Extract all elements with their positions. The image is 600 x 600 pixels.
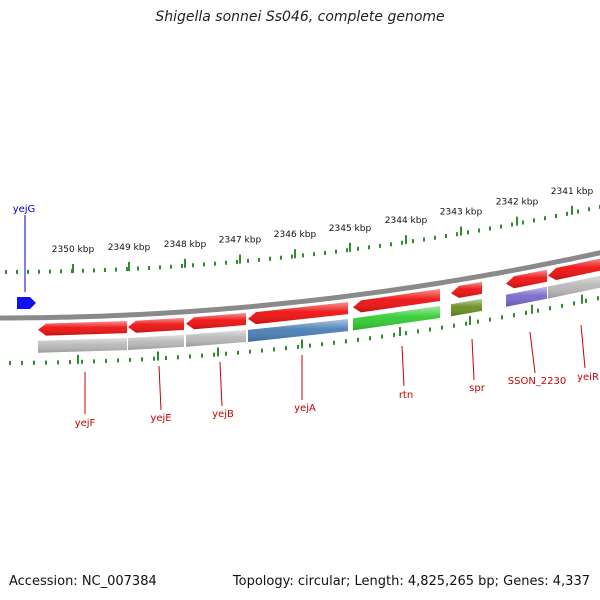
ruler-tick-label: 2347 kbp xyxy=(219,236,262,246)
genome-backbone xyxy=(0,250,600,321)
ruler-tick-label: 2348 kbp xyxy=(164,240,207,250)
gene-label: yejF xyxy=(75,418,96,429)
gene-track: yejG yejF yejE yejB yejA rtn spr SSON_2230 yeiR xyxy=(13,204,600,429)
gene-label: yejB xyxy=(212,409,234,420)
gene-label: yejG xyxy=(13,204,36,215)
gene-rtn: rtn xyxy=(353,289,440,401)
gene-label-leader xyxy=(219,361,223,407)
gene-label: yeiR xyxy=(577,372,599,383)
gene-feature-gloss xyxy=(128,334,184,350)
ruler-tick-label: 2341 kbp xyxy=(551,187,594,197)
gene-feature-gloss xyxy=(248,319,348,342)
gene-feature-gloss xyxy=(38,338,127,353)
gene-arrow-gloss xyxy=(186,313,246,330)
ruler-tick-label: 2350 kbp xyxy=(52,245,95,255)
ruler-tick-label: 2344 kbp xyxy=(385,216,428,226)
gene-arrow-gloss xyxy=(548,258,600,280)
accession-label: Accession: NC_007384 xyxy=(9,574,157,589)
gene-arrow-gloss xyxy=(353,289,440,313)
gene-yejf: yejF xyxy=(38,321,127,429)
genome-summary: Topology: circular; Length: 4,825,265 bp… xyxy=(232,574,590,589)
gene-arrow-gloss xyxy=(38,321,127,336)
gene-label: rtn xyxy=(399,390,413,401)
lower-track-ticks xyxy=(9,294,599,365)
gene-label-leader xyxy=(529,331,536,374)
gene-spr: spr xyxy=(451,281,486,394)
gene-arrow-gloss xyxy=(128,317,184,333)
gene-arrow xyxy=(17,297,36,309)
gene-yeja: yejA xyxy=(248,302,348,414)
gene-yeir: yeiR xyxy=(548,258,600,383)
gene-feature-gloss xyxy=(451,298,482,317)
gene-yejg: yejG xyxy=(13,204,36,309)
ruler-ticks: 2350 kbp 2349 kbp 2348 kbp 2347 kbp 2346 kbp… xyxy=(5,187,600,274)
gene-feature-gloss xyxy=(506,286,547,307)
gene-label: spr xyxy=(469,383,486,394)
gene-arrow-gloss xyxy=(248,302,348,325)
gene-label: yejE xyxy=(150,413,171,424)
ruler-tick-label: 2345 kbp xyxy=(329,224,372,234)
gene-yejb: yejB xyxy=(186,313,246,420)
gene-label: SSON_2230 xyxy=(508,376,567,387)
gene-label-leader xyxy=(580,324,586,369)
gene-label-leader xyxy=(401,345,405,387)
gene-feature-gloss xyxy=(548,275,600,299)
map-title: Shigella sonnei Ss046, complete genome xyxy=(155,9,445,25)
gene-feature-gloss xyxy=(353,306,440,331)
gene-label-leader xyxy=(158,365,162,411)
ruler-tick-label: 2349 kbp xyxy=(108,243,151,253)
gene-arrow-gloss xyxy=(451,281,482,298)
ruler-tick-label: 2342 kbp xyxy=(496,198,539,208)
gene-sson-2230: SSON_2230 xyxy=(506,269,567,387)
gene-feature-gloss xyxy=(186,330,246,347)
gene-arrow-gloss xyxy=(506,269,547,289)
ruler-tick-label: 2346 kbp xyxy=(274,230,317,240)
gene-label: yejA xyxy=(294,403,316,414)
gene-label-leader xyxy=(471,338,475,381)
ruler-tick-label: 2343 kbp xyxy=(440,208,483,218)
gene-yeje: yejE xyxy=(128,317,184,424)
